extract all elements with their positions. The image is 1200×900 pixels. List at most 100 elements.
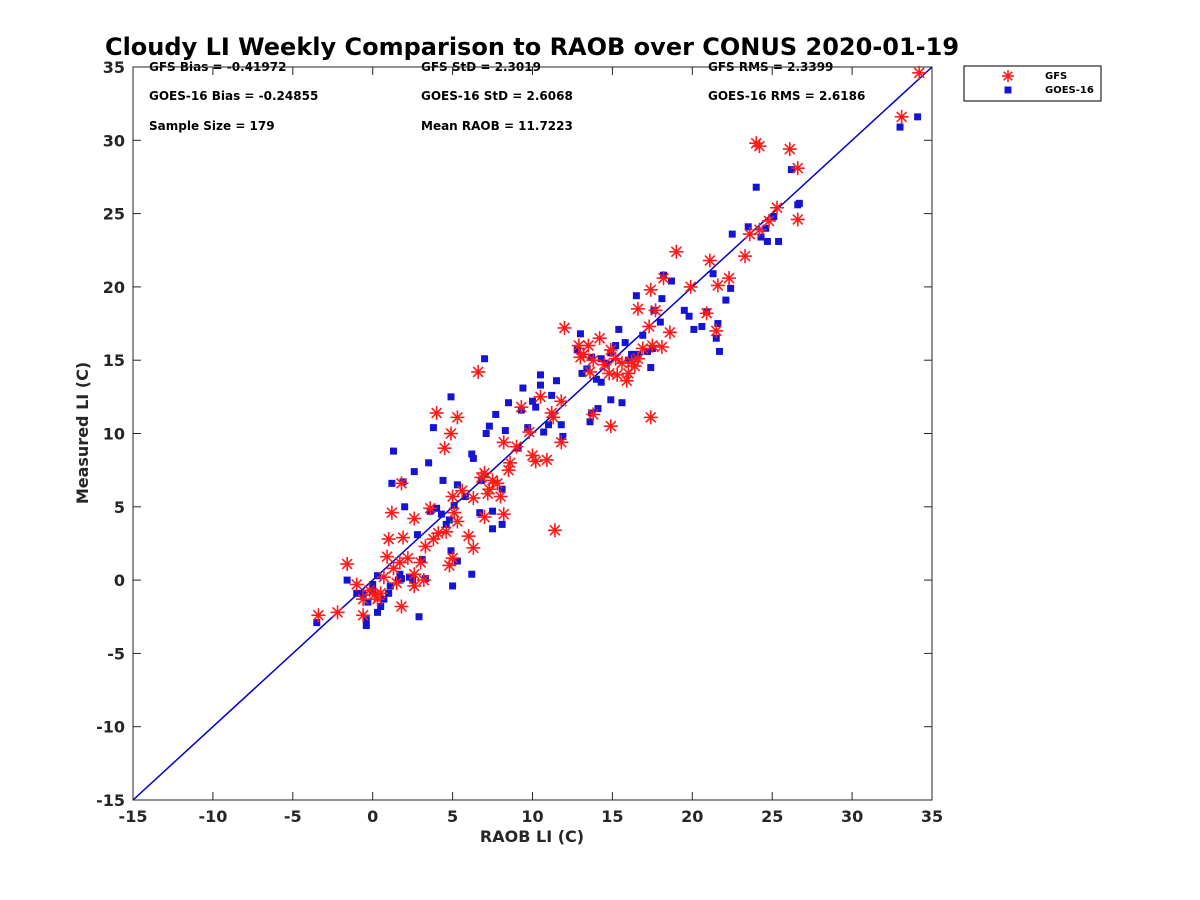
legend-marker-gfs xyxy=(1002,70,1014,82)
gfs-point xyxy=(501,463,516,478)
goes16-point xyxy=(425,459,433,467)
y-tick-label: -5 xyxy=(107,644,125,663)
goes16-point xyxy=(529,397,536,405)
y-tick-label: 10 xyxy=(103,425,125,444)
gfs-point xyxy=(583,364,598,379)
goes16-point xyxy=(485,422,493,430)
gfs-point xyxy=(648,303,663,318)
y-tick-label: -10 xyxy=(96,718,125,737)
goes16-point xyxy=(618,399,626,407)
gfs-point xyxy=(710,278,725,293)
goes16-point xyxy=(492,410,500,418)
goes16-point xyxy=(377,602,385,610)
gfs-point xyxy=(643,410,658,425)
gfs-point xyxy=(643,282,658,297)
goes16-point xyxy=(373,608,381,616)
goes16-point xyxy=(468,450,476,458)
gfs-point xyxy=(376,570,391,585)
gfs-point xyxy=(330,605,345,620)
gfs-point xyxy=(539,452,554,467)
goes16-point xyxy=(658,295,666,303)
goes16-point xyxy=(442,520,450,528)
gfs-point xyxy=(769,200,784,215)
gfs-point xyxy=(392,555,407,570)
goes16-point xyxy=(685,312,693,320)
goes16-point xyxy=(536,381,544,389)
gfs-point xyxy=(418,539,433,554)
goes16-point xyxy=(364,598,372,606)
x-tick-label: 0 xyxy=(367,807,378,826)
gfs-point xyxy=(413,555,428,570)
goes16-point xyxy=(727,284,735,292)
goes16-point xyxy=(505,399,513,407)
goes16-point xyxy=(573,346,581,354)
goes16-point xyxy=(468,570,476,578)
gfs-point xyxy=(630,301,645,316)
goes16-point xyxy=(668,277,676,285)
gfs-point xyxy=(423,501,438,516)
goes16-point xyxy=(586,418,594,426)
gfs-point xyxy=(702,253,717,268)
legend-marker-goes16 xyxy=(1004,86,1012,94)
gfs-point xyxy=(790,161,805,176)
goes16-point xyxy=(607,396,615,404)
gfs-point xyxy=(912,65,927,80)
gfs-point xyxy=(742,227,757,242)
gfs-point xyxy=(493,489,508,504)
goes16-point xyxy=(447,393,455,401)
gfs-point xyxy=(790,212,805,227)
goes16-point xyxy=(632,292,640,300)
goes16-point xyxy=(548,391,556,399)
y-tick-label: 20 xyxy=(103,278,125,297)
gfs-point xyxy=(445,489,460,504)
gfs-point xyxy=(461,529,476,544)
gfs-point xyxy=(514,400,529,415)
legend-box xyxy=(963,65,1102,102)
gfs-point xyxy=(544,405,559,420)
gfs-point xyxy=(474,470,489,485)
goes16-point xyxy=(763,237,771,245)
gfs-point xyxy=(349,577,364,592)
goes16-point xyxy=(445,516,453,524)
gfs-point xyxy=(602,366,617,381)
goes16-point xyxy=(647,364,655,372)
gfs-point xyxy=(762,213,777,228)
legend-label: GFS xyxy=(1045,71,1067,82)
goes16-point xyxy=(418,556,426,564)
gfs-point xyxy=(662,325,677,340)
gfs-point xyxy=(407,511,422,526)
goes16-point xyxy=(722,296,730,304)
gfs-point xyxy=(573,350,588,365)
gfs-point xyxy=(782,142,797,157)
goes16-point xyxy=(413,531,421,539)
goes16-point xyxy=(449,582,457,590)
goes16-point xyxy=(914,113,922,121)
gfs-point xyxy=(522,425,537,440)
stat-text: Sample Size = 179 xyxy=(149,119,275,133)
gfs-point xyxy=(669,244,684,259)
gfs-point xyxy=(455,483,470,498)
series-gfs xyxy=(311,65,927,623)
y-axis-label: Measured LI (C) xyxy=(73,362,92,504)
gfs-point xyxy=(752,139,767,154)
goes16-point xyxy=(481,355,489,363)
goes16-point xyxy=(386,582,394,590)
goes16-point xyxy=(439,476,447,484)
gfs-point xyxy=(471,364,486,379)
stat-text: GOES-16 StD = 2.6068 xyxy=(421,89,573,103)
gfs-point xyxy=(429,405,444,420)
goes16-point xyxy=(540,428,548,436)
goes16-point xyxy=(552,377,560,385)
y-tick-label: 0 xyxy=(114,571,125,590)
goes16-point xyxy=(628,350,636,358)
x-axis-label: RAOB LI (C) xyxy=(480,827,584,846)
goes16-point xyxy=(461,493,469,501)
x-tick-label: -5 xyxy=(284,807,302,826)
gfs-point xyxy=(709,323,724,338)
goes16-point xyxy=(621,339,629,347)
goes16-point xyxy=(698,322,706,330)
gfs-point xyxy=(394,476,409,491)
goes16-point xyxy=(557,421,565,429)
goes16-point xyxy=(597,378,605,386)
goes16-point xyxy=(313,619,321,627)
